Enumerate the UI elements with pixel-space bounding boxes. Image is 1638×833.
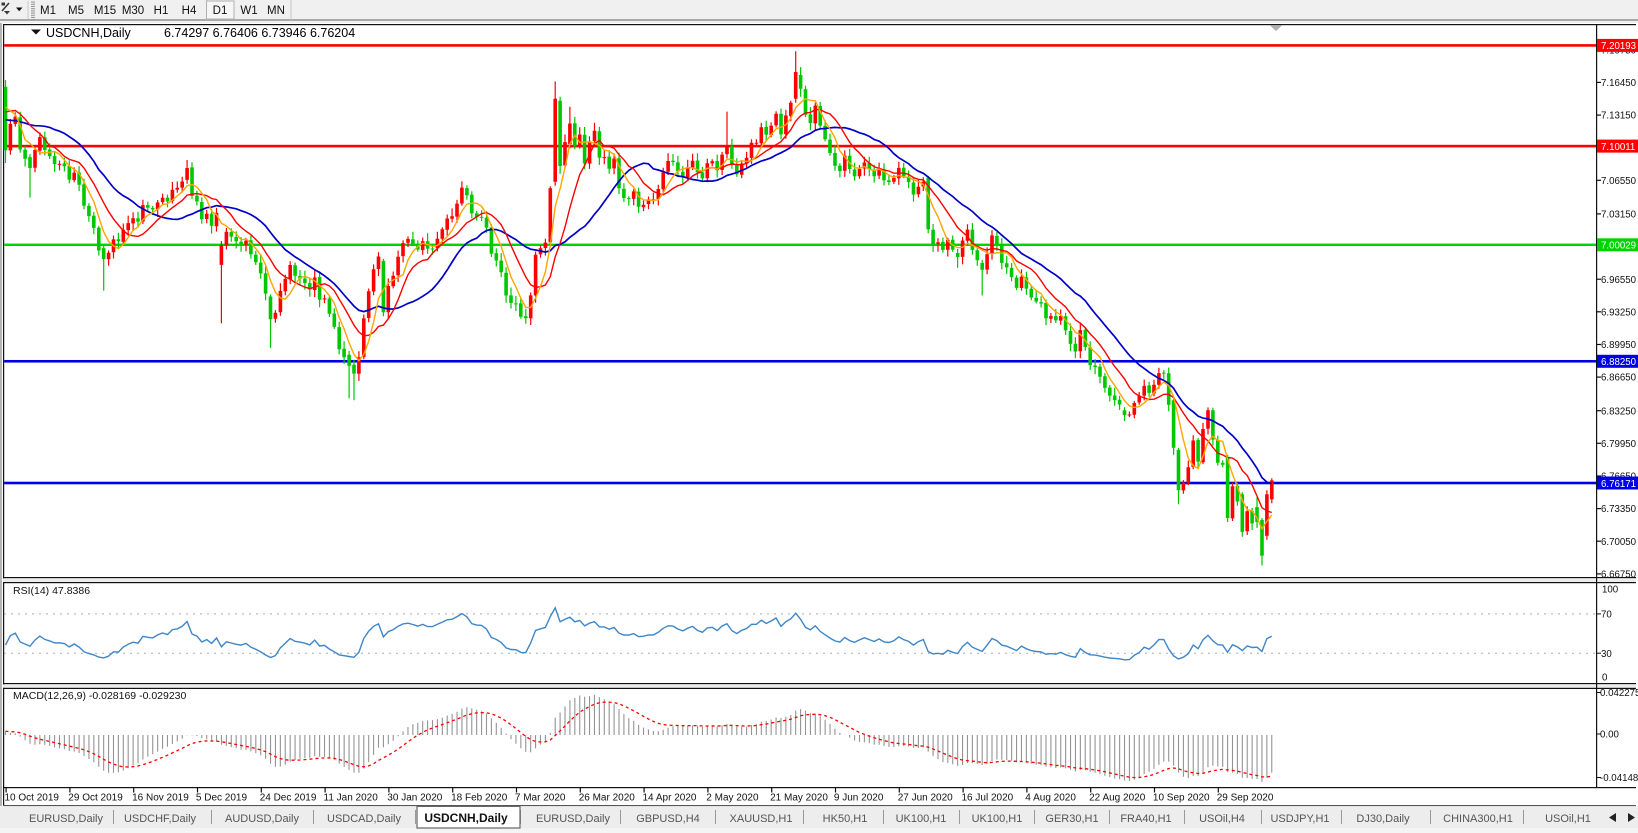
svg-text:6.73350: 6.73350 — [1601, 504, 1637, 515]
svg-text:USOil,H4: USOil,H4 — [1199, 813, 1245, 825]
svg-text:6.83250: 6.83250 — [1601, 406, 1637, 417]
svg-text:USDCHF,Daily: USDCHF,Daily — [124, 813, 197, 825]
svg-text:14 Apr 2020: 14 Apr 2020 — [643, 793, 697, 804]
svg-text:H1: H1 — [154, 5, 169, 17]
svg-text:M30: M30 — [122, 5, 144, 17]
svg-text:6.70050: 6.70050 — [1601, 537, 1637, 548]
svg-text:6.89950: 6.89950 — [1601, 340, 1637, 351]
svg-text:UK100,H1: UK100,H1 — [896, 813, 947, 825]
svg-text:9 Jun 2020: 9 Jun 2020 — [834, 793, 884, 804]
svg-text:22 Aug 2020: 22 Aug 2020 — [1089, 793, 1146, 804]
svg-text:GER30,H1: GER30,H1 — [1045, 813, 1098, 825]
svg-text:6.76171: 6.76171 — [1601, 479, 1636, 490]
svg-text:-0.04148: -0.04148 — [1600, 773, 1638, 784]
svg-text:7.20193: 7.20193 — [1601, 41, 1636, 52]
svg-text:USDJPY,H1: USDJPY,H1 — [1270, 813, 1329, 825]
svg-text:24 Dec 2019: 24 Dec 2019 — [260, 793, 317, 804]
svg-text:21 May 2020: 21 May 2020 — [770, 793, 828, 804]
svg-text:EURUSD,Daily: EURUSD,Daily — [536, 813, 610, 825]
svg-text:30: 30 — [1601, 649, 1612, 660]
svg-text:M15: M15 — [94, 5, 116, 17]
svg-text:6.66750: 6.66750 — [1601, 570, 1637, 581]
svg-text:11 Jan 2020: 11 Jan 2020 — [324, 793, 379, 804]
svg-text:29 Oct 2019: 29 Oct 2019 — [68, 793, 123, 804]
svg-text:DJ30,Daily: DJ30,Daily — [1356, 813, 1410, 825]
svg-text:18 Feb 2020: 18 Feb 2020 — [451, 793, 508, 804]
svg-text:7.06550: 7.06550 — [1601, 176, 1637, 187]
svg-text:16 Nov 2019: 16 Nov 2019 — [132, 793, 189, 804]
svg-text:4 Aug 2020: 4 Aug 2020 — [1025, 793, 1076, 804]
svg-text:7 Mar 2020: 7 Mar 2020 — [515, 793, 566, 804]
svg-text:7.16450: 7.16450 — [1601, 78, 1637, 89]
svg-text:MN: MN — [267, 5, 285, 17]
svg-text:27 Jun 2020: 27 Jun 2020 — [898, 793, 953, 804]
svg-text:CHINA300,H1: CHINA300,H1 — [1443, 813, 1513, 825]
svg-text:XAUUSD,H1: XAUUSD,H1 — [730, 813, 793, 825]
svg-text:UK100,H1: UK100,H1 — [972, 813, 1023, 825]
svg-text:EURUSD,Daily: EURUSD,Daily — [29, 813, 103, 825]
svg-text:5 Dec 2019: 5 Dec 2019 — [196, 793, 248, 804]
svg-text:RSI(14) 47.8386: RSI(14) 47.8386 — [13, 585, 90, 597]
svg-text:7.10011: 7.10011 — [1601, 142, 1635, 153]
svg-text:26 Mar 2020: 26 Mar 2020 — [579, 793, 636, 804]
svg-text:W1: W1 — [240, 5, 257, 17]
svg-text:GBPUSD,H4: GBPUSD,H4 — [636, 813, 700, 825]
svg-text:6.93250: 6.93250 — [1601, 307, 1637, 318]
svg-text:M1: M1 — [40, 5, 56, 17]
svg-text:6.74297 6.76406 6.73946 6.7620: 6.74297 6.76406 6.73946 6.76204 — [164, 26, 355, 40]
svg-text:0: 0 — [1602, 673, 1608, 684]
svg-text:7.03150: 7.03150 — [1601, 210, 1637, 221]
svg-text:0.042275: 0.042275 — [1600, 688, 1638, 699]
svg-text:16 Jul 2020: 16 Jul 2020 — [962, 793, 1014, 804]
svg-text:HK50,H1: HK50,H1 — [823, 813, 868, 825]
svg-text:6.96550: 6.96550 — [1601, 275, 1637, 286]
svg-text:100: 100 — [1602, 585, 1619, 596]
svg-text:FRA40,H1: FRA40,H1 — [1120, 813, 1171, 825]
svg-text:7.13150: 7.13150 — [1601, 111, 1637, 122]
svg-text:7.00029: 7.00029 — [1601, 241, 1636, 252]
svg-text:10 Sep 2020: 10 Sep 2020 — [1153, 793, 1210, 804]
svg-text:6.88250: 6.88250 — [1601, 357, 1637, 368]
svg-text:70: 70 — [1601, 610, 1612, 621]
svg-text:D1: D1 — [213, 5, 228, 17]
svg-text:AUDUSD,Daily: AUDUSD,Daily — [225, 813, 299, 825]
svg-text:10 Oct 2019: 10 Oct 2019 — [5, 793, 60, 804]
svg-text:MACD(12,26,9) -0.028169 -0.029: MACD(12,26,9) -0.028169 -0.029230 — [13, 690, 187, 702]
svg-text:6.86650: 6.86650 — [1601, 373, 1637, 384]
svg-text:2 May 2020: 2 May 2020 — [706, 793, 759, 804]
svg-text:USDCNH,Daily: USDCNH,Daily — [424, 811, 508, 825]
svg-text:29 Sep 2020: 29 Sep 2020 — [1217, 793, 1274, 804]
svg-text:H4: H4 — [182, 5, 197, 17]
svg-text:USDCNH,Daily: USDCNH,Daily — [46, 26, 131, 40]
svg-text:USOil,H1: USOil,H1 — [1545, 813, 1591, 825]
svg-text:USDCAD,Daily: USDCAD,Daily — [327, 813, 401, 825]
svg-text:M5: M5 — [68, 5, 84, 17]
svg-text:0.00: 0.00 — [1600, 730, 1619, 741]
svg-text:6.79950: 6.79950 — [1601, 439, 1637, 450]
svg-text:30 Jan 2020: 30 Jan 2020 — [387, 793, 442, 804]
